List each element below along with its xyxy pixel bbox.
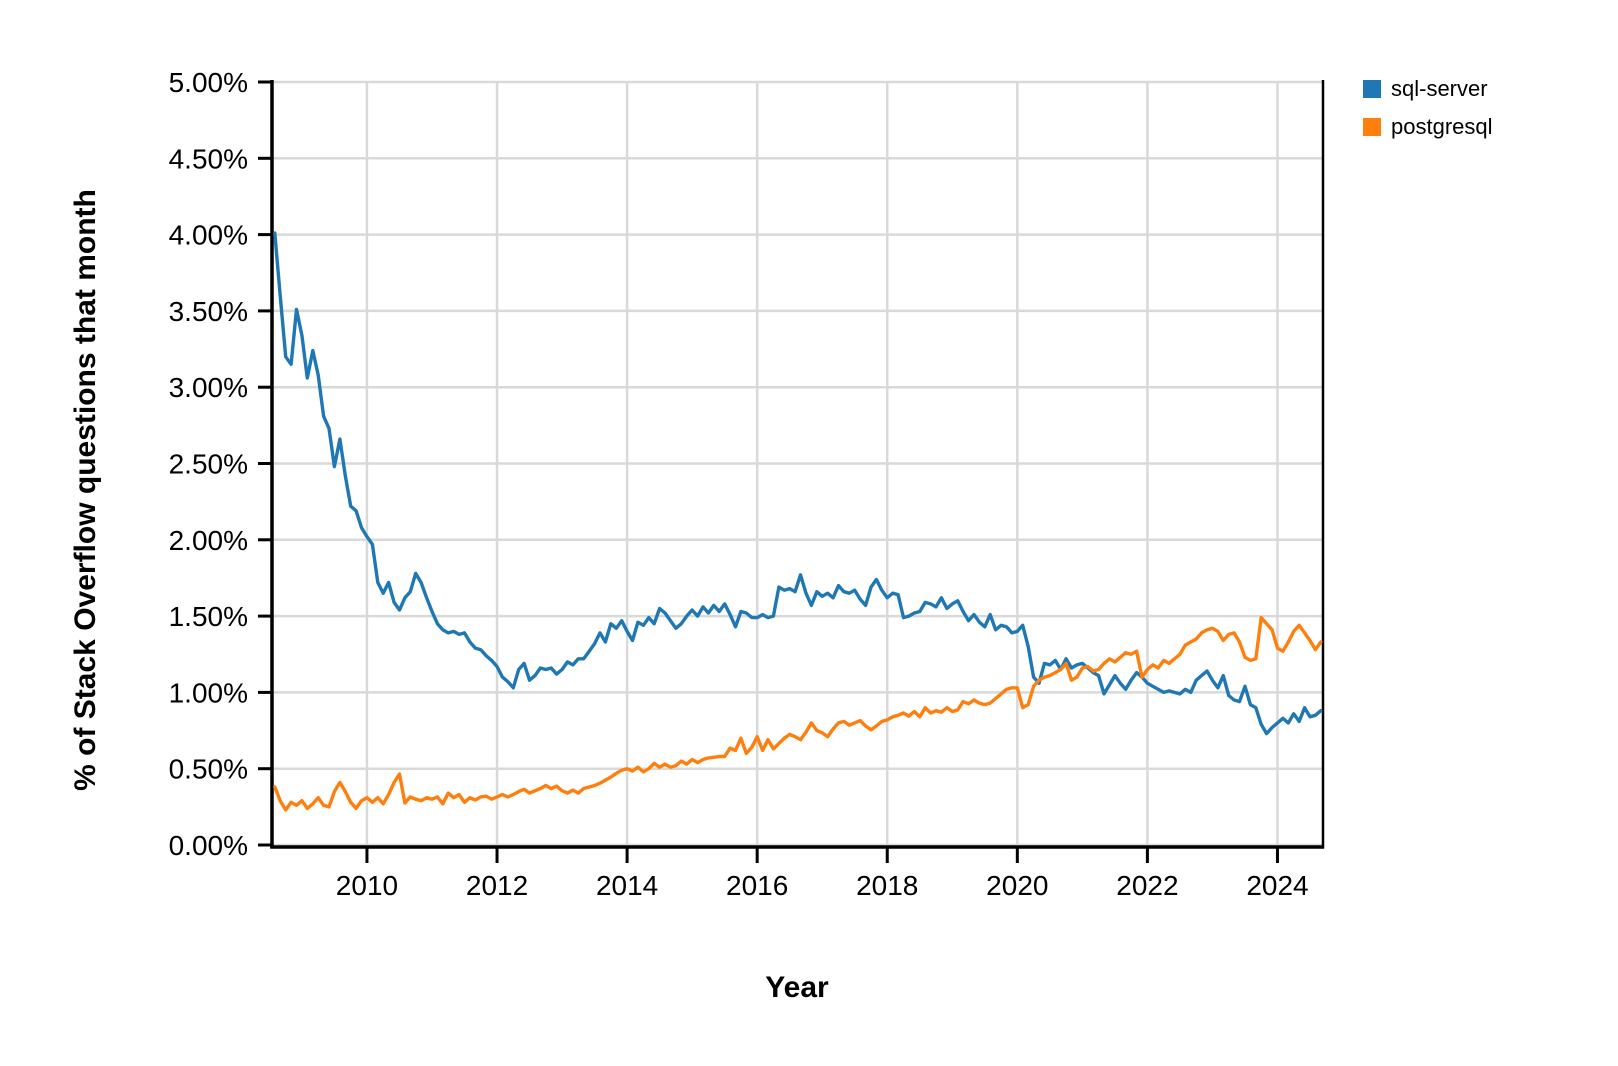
y-tick-label: 1.00% [169,677,248,708]
y-tick-label: 2.50% [169,449,248,480]
x-tick-label: 2018 [856,870,918,901]
legend: sql-server postgresql [1363,76,1493,139]
y-tick-label: 5.00% [169,67,248,98]
y-tick-label: 0.00% [169,830,248,861]
sql-server-line [273,231,1323,736]
series-lines [273,231,1323,812]
x-tick-label: 2014 [596,870,658,901]
x-tick-label: 2016 [726,870,788,901]
x-tick-label: 2024 [1246,870,1308,901]
legend-swatch-postgresql [1363,118,1381,136]
legend-swatch-sql-server [1363,80,1381,98]
y-tick-label: 3.00% [169,372,248,403]
tick-labels: 0.00% 0.50% 1.00% 1.50% 2.00% 2.50% 3.00% 3.50%… [169,67,1309,901]
x-tick-label: 2012 [466,870,528,901]
axes [258,80,1325,863]
y-tick-label: 3.50% [169,296,248,327]
gridlines [272,80,1323,847]
y-tick-label: 2.00% [169,525,248,556]
y-axis-title: % of Stack Overflow questions that month [69,189,102,791]
legend-label-postgresql: postgresql [1391,114,1493,139]
y-tick-label: 4.00% [169,220,248,251]
x-tick-label: 2010 [336,870,398,901]
y-tick-label: 4.50% [169,143,248,174]
x-axis-title: Year [765,971,829,1004]
postgresql-line [273,615,1323,812]
x-tick-label: 2022 [1116,870,1178,901]
y-tick-label: 1.50% [169,601,248,632]
legend-label-sql-server: sql-server [1391,76,1488,101]
x-tick-label: 2020 [986,870,1048,901]
y-tick-label: 0.50% [169,754,248,785]
